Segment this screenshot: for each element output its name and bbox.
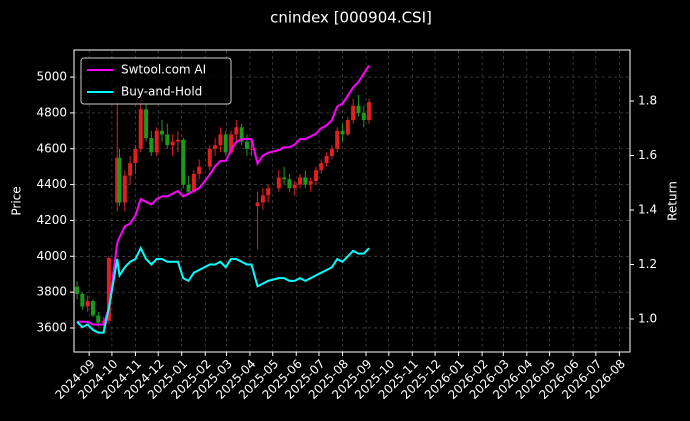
candle-body xyxy=(138,109,143,149)
candle-body xyxy=(207,148,212,167)
y2-tick-label: 1.0 xyxy=(638,312,657,326)
candle-body xyxy=(197,166,202,174)
candle-body xyxy=(335,130,340,149)
candle-body xyxy=(218,134,223,146)
candle-body xyxy=(266,188,271,196)
candle-body xyxy=(170,141,175,146)
y-tick-label: 3800 xyxy=(36,285,67,299)
y-tick-label: 4200 xyxy=(36,213,67,227)
chart-title: cnindex [000904.CSI] xyxy=(270,9,432,27)
candle-body xyxy=(324,155,329,164)
candle-body xyxy=(133,148,138,164)
candle-body xyxy=(361,112,366,121)
legend-label: Buy-and-Hold xyxy=(121,85,202,99)
plot-frame xyxy=(73,49,631,353)
candle-body xyxy=(122,175,127,203)
candle-body xyxy=(287,179,292,189)
candle-body xyxy=(80,293,85,307)
candle-body xyxy=(244,141,249,149)
candle-body xyxy=(282,177,287,180)
y2-tick-label: 1.2 xyxy=(638,257,657,271)
y2-axis-label: Return xyxy=(666,181,680,221)
legend-box xyxy=(80,57,232,105)
candle-body xyxy=(345,120,350,135)
candle-body xyxy=(276,177,281,189)
y-tick-label: 5000 xyxy=(36,70,67,84)
candle-body xyxy=(367,102,372,121)
candle-body xyxy=(154,130,159,153)
y-axis-label: Price xyxy=(10,186,24,215)
line-series xyxy=(76,245,370,334)
y-tick-label: 4600 xyxy=(36,141,67,155)
candle-body xyxy=(115,157,120,203)
y-tick-label: 4400 xyxy=(36,177,67,191)
candle-body xyxy=(90,301,95,316)
candle-body xyxy=(85,301,90,307)
candle-body xyxy=(255,202,260,207)
candle-body xyxy=(175,139,180,142)
candle-body xyxy=(186,184,191,192)
candle-body xyxy=(308,181,313,185)
y2-tick-label: 1.8 xyxy=(638,93,657,107)
candle-body xyxy=(75,286,80,294)
candle-body xyxy=(313,170,318,182)
candle-body xyxy=(223,134,228,153)
candle-body xyxy=(117,157,122,203)
legend-label: Swtool.com AI xyxy=(121,63,206,77)
candle-body xyxy=(181,139,186,185)
y-tick-label: 4800 xyxy=(36,105,67,119)
candle-body xyxy=(165,134,170,146)
candle-body xyxy=(191,173,196,192)
candle-body xyxy=(96,315,101,323)
candle-body xyxy=(298,177,303,185)
candle-body xyxy=(213,145,218,149)
candle-body xyxy=(351,105,356,121)
candle-body xyxy=(229,134,234,153)
candle-body xyxy=(106,258,111,321)
candle-body xyxy=(329,148,334,156)
line-series xyxy=(77,64,370,326)
candle-body xyxy=(303,177,308,185)
candle-body xyxy=(234,127,239,135)
candle-body xyxy=(356,105,361,113)
candle-body xyxy=(260,195,265,203)
candle-body xyxy=(128,163,133,176)
candle-body xyxy=(249,148,254,150)
candle-body xyxy=(149,138,154,153)
candle-body xyxy=(144,109,149,139)
y-tick-label: 3600 xyxy=(36,320,67,334)
candle-body xyxy=(159,130,164,135)
candle-body xyxy=(340,130,345,135)
candle-body xyxy=(319,163,324,171)
y2-tick-label: 1.4 xyxy=(638,202,657,216)
candle-body xyxy=(239,127,244,142)
y2-tick-label: 1.6 xyxy=(638,148,657,162)
candle-body xyxy=(292,184,297,189)
y-tick-label: 4000 xyxy=(36,249,67,263)
